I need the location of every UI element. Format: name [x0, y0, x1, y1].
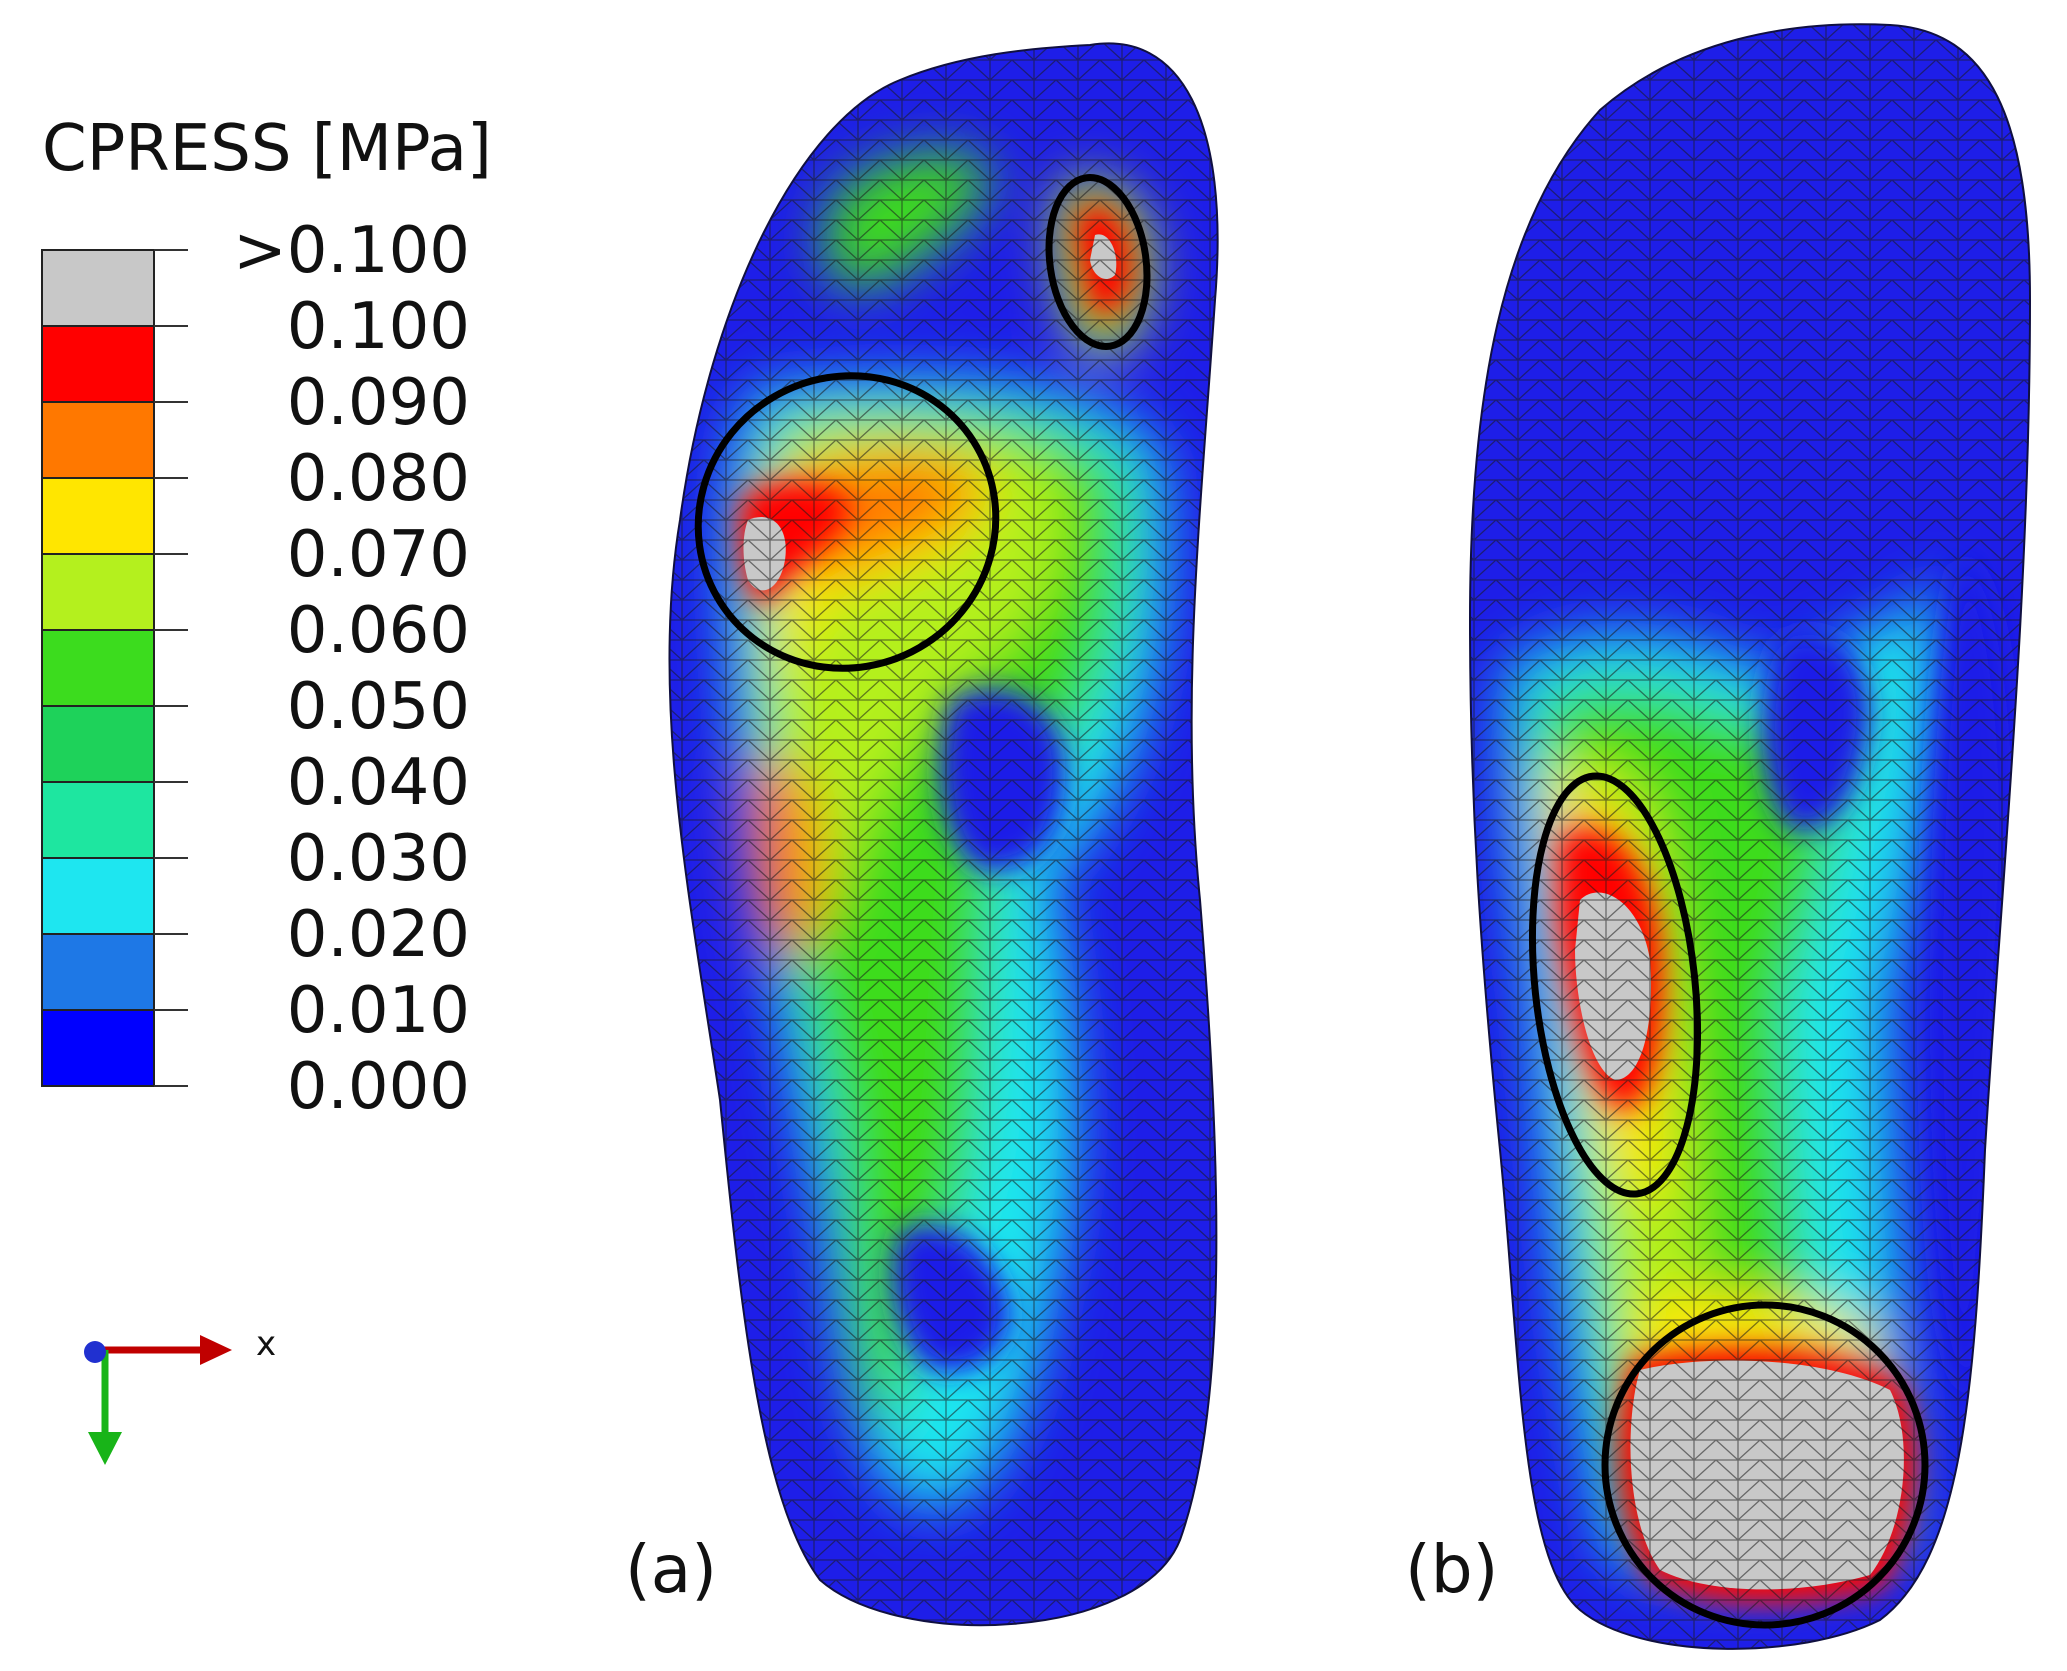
insole-a-contours	[669, 43, 1218, 1626]
legend-label: 0.030	[287, 822, 470, 896]
highlight-ring-metatarsal-a	[694, 372, 1000, 672]
legend-label: 0.000	[287, 1050, 470, 1124]
panel-label-a: (a)	[625, 1531, 717, 1608]
legend-label: 0.020	[287, 898, 470, 972]
insole-b-contours	[1470, 24, 2030, 1649]
legend-swatch	[41, 553, 155, 631]
legend-label: 0.050	[287, 670, 470, 744]
legend-swatch	[41, 249, 155, 327]
legend-label: 0.090	[287, 366, 470, 440]
x-axis-label: x	[256, 1324, 276, 1364]
highlight-ring-heel-b	[1601, 1301, 1929, 1629]
legend-label: 0.010	[287, 974, 470, 1048]
legend-label: 0.040	[287, 746, 470, 820]
highlight-ring-medial-b	[1528, 772, 1702, 1198]
legend-labels: >0.1000.1000.0900.0800.0700.0600.0500.04…	[233, 214, 470, 1124]
legend-ticks	[154, 249, 188, 1087]
legend-title: CPRESS [MPa]	[42, 112, 492, 186]
insole-b: (b)	[1405, 23, 2032, 1650]
legend-swatch	[41, 857, 155, 935]
legend-swatch	[41, 325, 155, 403]
axis-triad: x	[84, 1324, 276, 1465]
legend-label: 0.080	[287, 442, 470, 516]
legend-label: 0.100	[287, 290, 470, 364]
panel-label-b: (b)	[1405, 1531, 1498, 1608]
legend-label: 0.060	[287, 594, 470, 668]
legend-label: >0.100	[233, 214, 470, 288]
legend-swatch	[41, 477, 155, 555]
insole-a: (a)	[625, 42, 1219, 1627]
legend-swatch	[41, 629, 155, 707]
legend-swatch	[41, 705, 155, 783]
y-axis-arrowhead	[88, 1432, 122, 1465]
legend-swatch	[41, 781, 155, 859]
highlight-ring-forefoot-a	[1045, 174, 1151, 350]
legend-label: 0.070	[287, 518, 470, 592]
legend: CPRESS [MPa] >0.1000.1000.0900.0800.0700…	[41, 112, 492, 1124]
z-axis-dot	[84, 1341, 106, 1363]
legend-swatches	[41, 249, 155, 1087]
legend-swatch	[41, 933, 155, 1011]
x-axis-arrowhead	[200, 1335, 232, 1365]
legend-swatch	[41, 1009, 155, 1087]
legend-swatch	[41, 401, 155, 479]
